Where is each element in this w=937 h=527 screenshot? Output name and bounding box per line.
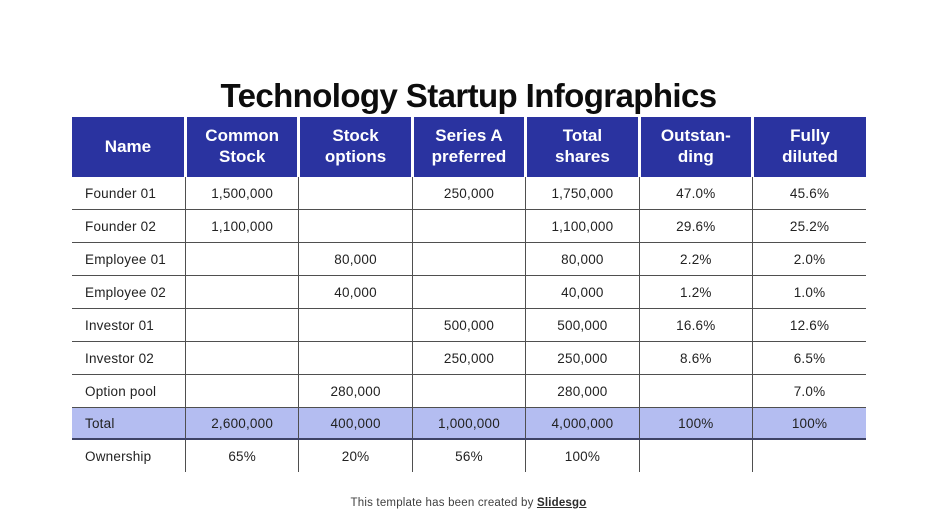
value-cell: 8.6% [639, 341, 754, 375]
value-cell: 12.6% [752, 308, 866, 342]
value-cell [185, 374, 300, 408]
value-cell: 100% [525, 439, 640, 472]
row-label-cell: Investor 01 [72, 308, 186, 342]
value-cell [185, 308, 300, 342]
value-cell: 1,500,000 [185, 177, 300, 210]
ownership-row: Ownership 65% 20% 56% 100% [72, 439, 866, 472]
value-cell [298, 209, 413, 243]
column-header-3: Series A preferred [410, 117, 528, 177]
column-header-4: Total shares [524, 117, 641, 177]
value-cell [412, 242, 527, 276]
cap-table-grid: Name Common Stock Stock options Series A pr… [72, 117, 866, 472]
header-row: Name Common Stock Stock options Series A pr… [72, 117, 866, 177]
row-label-cell: Founder 02 [72, 209, 186, 243]
table-row: Investor 01 500,000 500,000 16.6% 12.6% [72, 308, 866, 342]
value-cell [753, 439, 866, 472]
value-cell: 40,000 [525, 275, 640, 309]
value-cell [298, 308, 413, 342]
value-cell [298, 177, 413, 210]
row-label-cell: Investor 02 [72, 341, 186, 375]
row-label-cell: Founder 01 [72, 177, 186, 210]
value-cell: 65% [185, 439, 300, 472]
value-cell [185, 275, 300, 309]
page-title: Technology Startup Infographics [220, 77, 718, 115]
value-cell [412, 374, 527, 408]
value-cell: 1,100,000 [525, 209, 640, 243]
value-cell [639, 374, 754, 408]
value-cell: 2.0% [752, 242, 866, 276]
value-cell: 80,000 [525, 242, 640, 276]
cap-table: Name Common Stock Stock options Series A pr… [72, 117, 866, 472]
cap-table-body: Founder 01 1,500,000 250,000 1,750,000 47.0%… [72, 177, 866, 472]
value-cell: 100% [752, 407, 866, 440]
value-cell: 280,000 [298, 374, 413, 408]
cap-table-header: Name Common Stock Stock options Series A pr… [72, 117, 866, 177]
value-cell: 56% [412, 439, 527, 472]
row-label-cell: Employee 01 [72, 242, 186, 276]
value-cell: 280,000 [525, 374, 640, 408]
value-cell [185, 341, 300, 375]
value-cell: 500,000 [412, 308, 527, 342]
row-label-cell: Employee 02 [72, 275, 186, 309]
value-cell: 7.0% [752, 374, 866, 408]
table-row: Employee 01 80,000 80,000 2.2% 2.0% [72, 242, 866, 276]
value-cell: 250,000 [412, 341, 527, 375]
value-cell [185, 242, 300, 276]
value-cell: 500,000 [525, 308, 640, 342]
value-cell [412, 275, 527, 309]
value-cell: 1,750,000 [525, 177, 640, 210]
value-cell: 47.0% [639, 177, 754, 210]
value-cell: 4,000,000 [525, 407, 640, 440]
value-cell: 2,600,000 [185, 407, 300, 440]
footer-credit-text: This template has been created by [350, 497, 537, 509]
value-cell: 40,000 [298, 275, 413, 309]
value-cell: 20% [298, 439, 413, 472]
value-cell: 16.6% [639, 308, 754, 342]
column-header-0: Name [72, 117, 187, 177]
value-cell: 45.6% [752, 177, 866, 210]
value-cell: 1,100,000 [185, 209, 300, 243]
value-cell: 25.2% [752, 209, 866, 243]
table-row: Investor 02 250,000 250,000 8.6% 6.5% [72, 341, 866, 375]
column-header-5: Outstan- ding [637, 117, 755, 177]
value-cell: 29.6% [639, 209, 754, 243]
value-cell: 1.0% [752, 275, 866, 309]
row-label-cell: Total [72, 407, 186, 440]
table-row: Founder 01 1,500,000 250,000 1,750,000 47.0%… [72, 177, 866, 210]
row-label-cell: Ownership [72, 439, 186, 472]
footer-credit: This template has been created by Slides… [0, 497, 937, 509]
value-cell [412, 209, 527, 243]
value-cell [639, 439, 754, 472]
value-cell: 2.2% [639, 242, 754, 276]
value-cell: 250,000 [525, 341, 640, 375]
row-label-cell: Option pool [72, 374, 186, 408]
value-cell: 400,000 [298, 407, 413, 440]
column-header-1: Common Stock [183, 117, 301, 177]
value-cell: 250,000 [412, 177, 527, 210]
value-cell: 100% [639, 407, 754, 440]
total-row: Total 2,600,000 400,000 1,000,000 4,000,000 1… [72, 407, 866, 440]
value-cell: 80,000 [298, 242, 413, 276]
table-row: Option pool 280,000 280,000 7.0% [72, 374, 866, 408]
value-cell: 1,000,000 [412, 407, 527, 440]
table-row: Founder 02 1,100,000 1,100,000 29.6% 25.2% [72, 209, 866, 243]
value-cell: 1.2% [639, 275, 754, 309]
table-row: Employee 02 40,000 40,000 1.2% 1.0% [72, 275, 866, 309]
value-cell [298, 341, 413, 375]
value-cell: 6.5% [752, 341, 866, 375]
column-header-2: Stock options [297, 117, 414, 177]
column-header-6: Fully diluted [751, 117, 866, 177]
slidesgo-link[interactable]: Slidesgo [536, 497, 587, 509]
